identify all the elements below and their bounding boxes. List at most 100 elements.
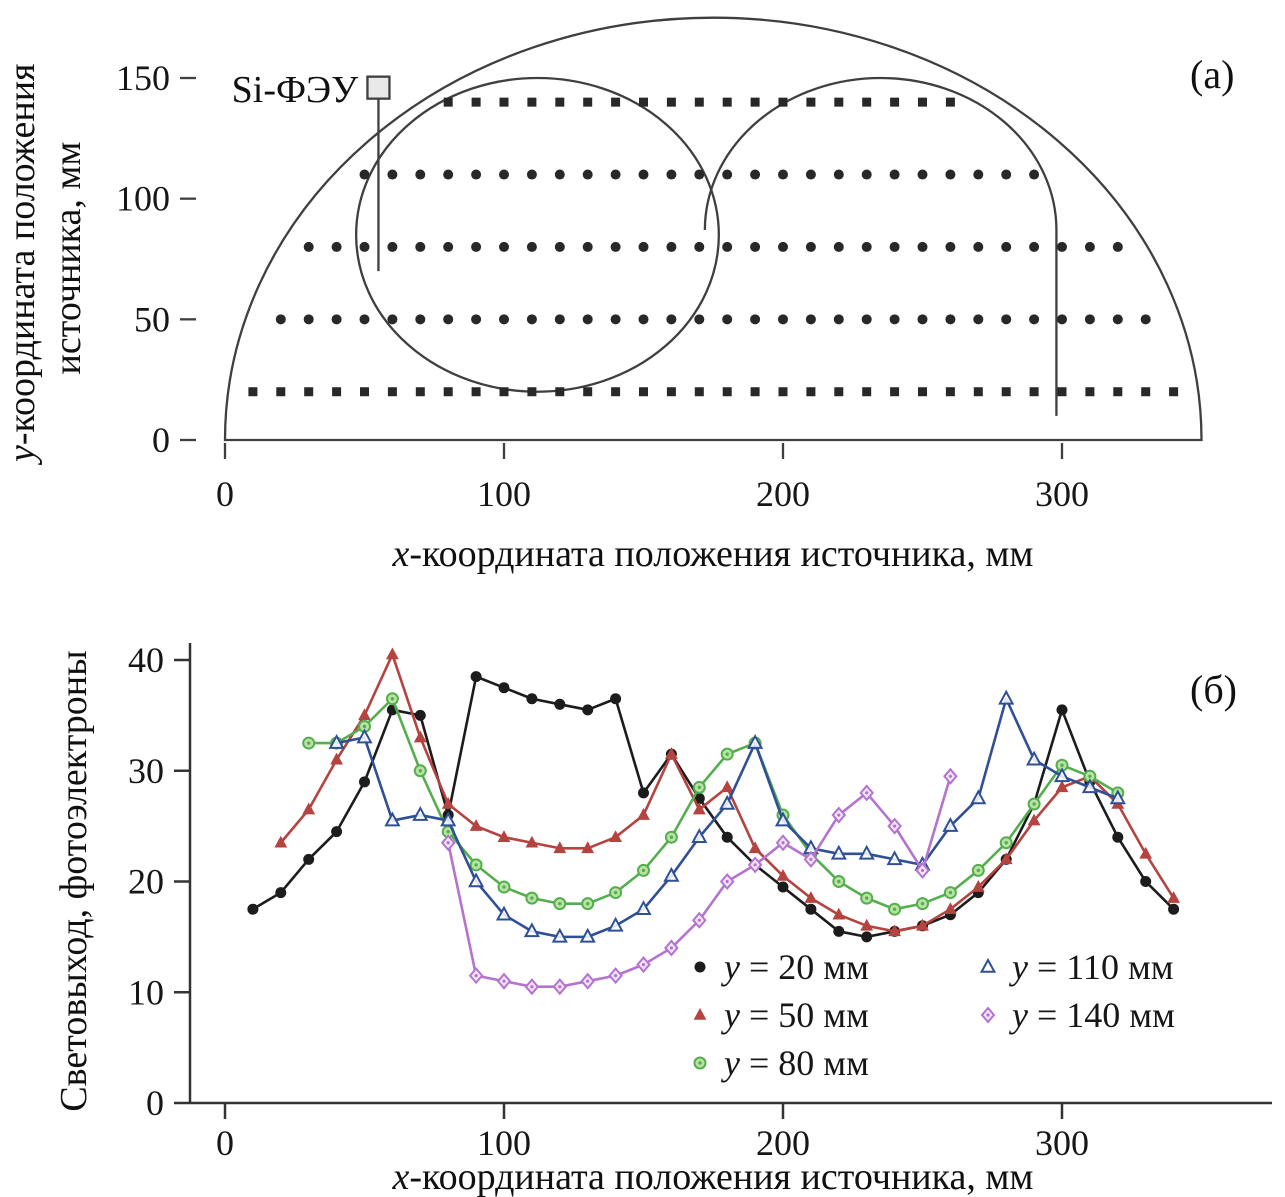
source-point (945, 387, 955, 397)
source-point (1057, 241, 1067, 252)
source-point (778, 97, 788, 107)
marker-dot (976, 868, 980, 873)
x-tick-label: 200 (756, 474, 810, 514)
marker-dot (307, 741, 311, 745)
marker-open-triangle (328, 733, 345, 749)
source-point (1084, 241, 1095, 252)
source-point (639, 387, 648, 397)
marker-filled-triangle (999, 852, 1013, 865)
marker-open-triangle (942, 817, 959, 832)
marker-filled-circle (1056, 704, 1068, 716)
source-point (666, 169, 677, 180)
source-point (610, 241, 621, 252)
marker-dot (474, 974, 478, 978)
marker-dot (781, 841, 785, 845)
marker-open-triangle (1109, 789, 1126, 805)
source-point (1085, 387, 1095, 397)
marker-filled-triangle (330, 752, 343, 765)
source-point (750, 387, 760, 397)
marker-open-triangle (830, 844, 847, 860)
legend-label: y = 140 мм (1009, 995, 1175, 1035)
marker-dot (837, 813, 841, 817)
source-point (918, 387, 927, 397)
marker-filled-triangle (748, 841, 762, 854)
marker-dot (697, 918, 701, 922)
marker-open-triangle (1026, 750, 1043, 766)
marker-open-triangle (970, 789, 987, 805)
source-point (666, 387, 676, 397)
source-point (1084, 314, 1095, 325)
source-point (499, 387, 509, 397)
marker-dot (418, 769, 422, 773)
y-tick-label: 50 (134, 299, 170, 339)
marker-open-triangle (663, 866, 680, 882)
marker-dot (502, 885, 506, 889)
source-point (1141, 387, 1151, 397)
legend-label: y = 110 мм (1009, 947, 1174, 987)
source-point (778, 241, 788, 252)
marker-filled-triangle (525, 835, 539, 848)
x-tick-label: 300 (1035, 474, 1089, 514)
marker-filled-circle (1112, 831, 1124, 843)
source-point (499, 314, 509, 325)
marker-dot (586, 979, 590, 983)
marker-dot (948, 774, 953, 778)
source-point (973, 314, 984, 325)
source-point (694, 387, 704, 397)
marker-open-triangle (1053, 767, 1071, 783)
source-point (1029, 314, 1040, 325)
source-point (554, 314, 565, 325)
source-point (443, 387, 453, 397)
marker-filled-triangle (469, 819, 483, 831)
source-point (359, 241, 370, 252)
source-point (359, 314, 370, 325)
series-y110mm (328, 689, 1126, 943)
source-point (805, 314, 816, 325)
source-point (1001, 387, 1011, 397)
marker-filled-triangle (944, 902, 957, 914)
source-point (471, 169, 482, 180)
source-point (582, 241, 593, 252)
marker-open-triangle (412, 805, 429, 821)
series-line (335, 697, 1120, 939)
source-point (917, 241, 928, 252)
marker-dot (558, 985, 562, 989)
marker-filled-circle (554, 698, 566, 710)
marker-dot (586, 901, 590, 906)
panel-a-tag: (а) (1190, 52, 1234, 97)
panel-b-xlabel: x-координата положения источника, мм (392, 1156, 1034, 1197)
marker-dot (530, 896, 534, 900)
source-point (443, 169, 454, 180)
source-point (1057, 387, 1067, 397)
source-point (945, 314, 956, 325)
source-point (415, 241, 426, 252)
marker-filled-triangle (860, 918, 874, 931)
x-tick-label: 200 (756, 1123, 810, 1163)
source-point (1001, 169, 1012, 180)
marker-filled-circle (721, 831, 733, 843)
source-point (360, 387, 369, 397)
source-point (722, 387, 732, 397)
source-row-y80 (303, 241, 1123, 252)
marker-dot (837, 879, 841, 884)
panel-a-ylabel: y-координата положения источника, мм (1, 54, 89, 466)
source-point (443, 314, 454, 325)
marker-dot (530, 985, 534, 989)
marker-filled-circle (303, 853, 315, 865)
marker-filled-triangle (386, 647, 399, 660)
source-point (359, 169, 370, 180)
source-point (973, 169, 984, 180)
y-tick-label: 0 (146, 1083, 164, 1123)
marker-filled-circle (526, 693, 538, 705)
source-point (499, 241, 509, 252)
source-point (862, 387, 872, 397)
source-point (889, 314, 900, 325)
marker-filled-triangle (720, 780, 734, 793)
marker-filled-triangle (1027, 813, 1041, 826)
marker-dot (892, 907, 897, 911)
x-tick-label: 0 (216, 1123, 234, 1163)
marker-filled-triangle (553, 841, 567, 854)
source-point (834, 97, 844, 107)
marker-open-triangle (607, 916, 624, 932)
source-point (638, 241, 649, 252)
